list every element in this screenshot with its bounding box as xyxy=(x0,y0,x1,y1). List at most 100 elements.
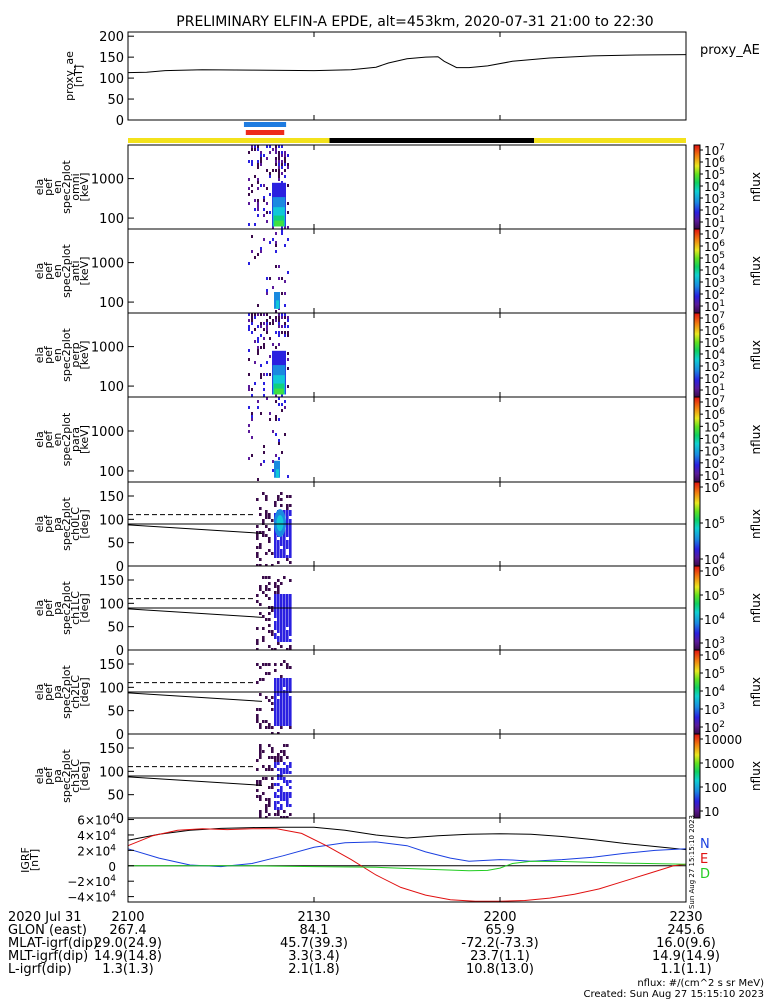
en-omni-ytick-label-1: 1000 xyxy=(91,173,124,188)
en-omni-cell xyxy=(281,160,283,163)
pa-ch0-cell xyxy=(268,516,271,519)
pa-ch3-cell xyxy=(256,783,259,786)
en-perp-cell xyxy=(254,328,256,331)
pa-ch3-ylabel-line-5: [deg] xyxy=(78,761,91,790)
pa-ch2-cell xyxy=(289,714,292,717)
en-para-cell xyxy=(257,400,259,403)
footer-row-label-4: L-igrf(dip) xyxy=(8,962,72,977)
pa-ch3-cell xyxy=(265,804,268,807)
en-perp-cell xyxy=(284,334,286,337)
pa-ch2-cell xyxy=(286,708,289,711)
pa-ch1-cell xyxy=(280,630,283,633)
en-anti-cell xyxy=(266,289,268,292)
pa-ch2-cell xyxy=(280,675,283,678)
pa-ch3-cell xyxy=(280,792,283,795)
pa-ch3-cell xyxy=(274,801,277,804)
pa-ch3-cell xyxy=(268,768,271,771)
pa-ch3-cell xyxy=(268,798,271,801)
pa-ch3-cell xyxy=(289,780,292,783)
en-para-bg xyxy=(128,397,686,482)
en-perp-cell xyxy=(284,313,286,316)
en-anti-cell xyxy=(276,300,279,309)
en-perp-cell xyxy=(287,334,289,337)
pa-ch0-cell xyxy=(265,513,268,516)
en-omni-cell xyxy=(263,214,265,217)
pa-ch1-cell xyxy=(286,633,289,636)
en-anti-cell xyxy=(278,265,280,268)
proxy-ae-ytick-label-0: 0 xyxy=(116,114,124,129)
en-perp-cell xyxy=(284,316,286,319)
pa-ch2-ytick-label-1: 50 xyxy=(107,705,124,720)
pa-ch0-cell xyxy=(256,498,259,501)
pa-ch0-cell xyxy=(274,555,277,558)
en-anti-cell xyxy=(257,304,259,307)
pa-ch1-cell xyxy=(289,630,292,633)
en-perp-cell xyxy=(251,313,253,316)
en-anti-cell xyxy=(251,235,253,238)
pa-ch2-ylabel-line-1: pef xyxy=(42,682,55,701)
pa-ch0-ylabel-line-5: [deg] xyxy=(78,509,91,538)
pa-ch0-ytick-label-2: 100 xyxy=(99,513,124,528)
figure-title: PRELIMINARY ELFIN-A EPDE, alt=453km, 202… xyxy=(176,14,653,30)
pa-ch2-cell xyxy=(274,684,277,687)
pa-ch2-cell xyxy=(283,678,286,681)
pa-ch3-cell xyxy=(283,750,286,753)
en-perp-cell xyxy=(260,325,262,328)
en-omni-cell xyxy=(272,169,274,172)
footer-value-3-3: 1.1(1.1) xyxy=(660,962,712,977)
pa-ch3-cell xyxy=(286,804,289,807)
en-omni-cell xyxy=(281,163,283,166)
proxy-ae-ytick-label-1: 50 xyxy=(107,93,124,108)
pa-ch2-cell xyxy=(268,663,271,666)
pa-ch3-ylabel-line-3: spec2plot xyxy=(60,749,73,803)
pa-ch0-cell xyxy=(286,495,289,498)
pa-ch0-cell xyxy=(274,537,277,540)
pa-ch0-cell xyxy=(277,543,280,546)
pa-ch0-colorbar-label: nflux xyxy=(749,509,763,539)
pa-ch3-cell xyxy=(277,807,280,810)
pa-ch2-cell xyxy=(265,726,268,729)
en-perp-cell xyxy=(281,316,283,319)
pa-ch2-cell xyxy=(280,684,283,687)
pa-ch0-cell xyxy=(265,510,268,513)
pa-ch1-cell xyxy=(280,645,283,648)
en-omni-ytick-label-0: 100 xyxy=(99,212,124,227)
en-perp-cell xyxy=(248,388,250,391)
pa-ch3-cell xyxy=(259,747,262,750)
en-para-cell xyxy=(275,415,277,418)
pa-ch2-cell xyxy=(265,696,268,699)
en-omni-cell xyxy=(248,202,250,205)
en-perp-ylabel-line-2: en xyxy=(51,348,64,362)
pa-ch2-cell xyxy=(259,723,262,726)
en-perp-cell xyxy=(272,322,274,325)
en-omni-ylabel-line-5: [keV] xyxy=(78,173,91,202)
en-anti-cell xyxy=(275,310,277,313)
en-anti-ylabel-line-4: anti xyxy=(69,260,82,281)
footer-time-0: 2100 xyxy=(111,910,144,925)
pa-ch0-colorbar-gradient xyxy=(694,482,700,566)
en-perp-cell xyxy=(257,325,259,328)
en-perp-cell xyxy=(248,373,250,376)
en-perp-cell xyxy=(287,316,289,319)
pa-ch3-cell xyxy=(271,768,274,771)
pa-ch0-cell xyxy=(271,552,274,555)
pa-ch0-ytick-label-0: 0 xyxy=(116,560,124,575)
pa-ch1-cell xyxy=(256,639,259,642)
en-para-cell xyxy=(287,475,289,478)
en-omni-cell xyxy=(274,220,284,227)
en-omni-cell xyxy=(287,163,289,166)
en-omni-cell xyxy=(284,151,286,154)
red-bar xyxy=(245,130,285,135)
en-omni-cell xyxy=(257,214,259,217)
pa-ch1-cell xyxy=(286,630,289,633)
pa-ch1-cell xyxy=(277,603,280,606)
pa-ch2-cell xyxy=(283,711,286,714)
pa-ch2-cell xyxy=(256,720,259,723)
igrf-ylabel-line-0: IGRF xyxy=(19,847,32,873)
pa-ch3-cell xyxy=(283,771,286,774)
pa-ch3-cell xyxy=(286,780,289,783)
pa-ch2-cell xyxy=(268,723,271,726)
pa-ch2-cell xyxy=(274,687,277,690)
pa-ch1-cell xyxy=(289,621,292,624)
